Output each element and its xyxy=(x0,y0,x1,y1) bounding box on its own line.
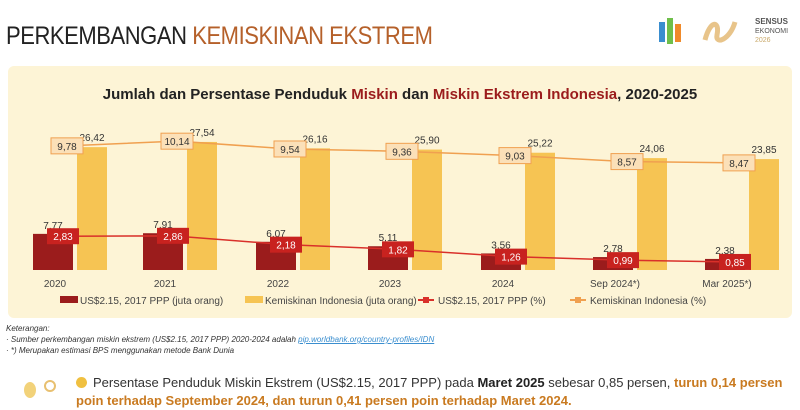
line-extreme-pct-label: 2,83 xyxy=(53,232,73,243)
line-extreme-pct-label-box xyxy=(719,253,751,270)
chart-title-part: Indonesia xyxy=(542,86,618,103)
bar-label: 27,54 xyxy=(189,128,214,139)
bar-poor-count xyxy=(637,158,667,270)
bar-label: 24,06 xyxy=(639,144,664,155)
line-extreme-pct-label-box xyxy=(382,241,414,258)
bar-label: 7,91 xyxy=(153,220,173,231)
legend-swatch xyxy=(60,296,78,303)
summary-part: Persentase Penduduk Miskin Ekstrem (US$2… xyxy=(93,375,478,390)
page-title: PERKEMBANGAN KEMISKINAN EKSTREM xyxy=(6,22,433,51)
bar-label: 2,78 xyxy=(603,244,623,255)
bar-poor-count xyxy=(749,159,779,270)
line-poor-pct-label-box xyxy=(273,140,307,158)
bar-label: 6,07 xyxy=(266,229,286,240)
note-1-text: Sumber perkembangan miskin ekstrem (US$2… xyxy=(10,335,299,344)
chart-title-part: Miskin Ekstrem xyxy=(432,86,543,103)
line-poor-pct-label-box xyxy=(498,147,532,165)
line-poor-pct-label: 9,36 xyxy=(392,147,412,158)
source-link[interactable]: pip.worldbank.org/country-profiles/IDN xyxy=(298,335,435,344)
x-tick-label: 2022 xyxy=(267,279,290,290)
chart-title-part: dan xyxy=(397,86,433,103)
line-extreme-pct-label-box xyxy=(495,248,527,265)
line-extreme-pct-label-box xyxy=(47,228,79,245)
legend-marker xyxy=(423,297,429,303)
line-poor-pct-label-box xyxy=(610,153,644,171)
line-extreme-pct-label-box xyxy=(607,252,639,269)
line-extreme-pct-label-box xyxy=(157,227,189,244)
legend-swatch xyxy=(245,296,263,303)
bar-label: 25,22 xyxy=(527,139,552,150)
summary-part: sebesar 0,85 persen, xyxy=(544,375,675,390)
bar-label: 25,90 xyxy=(414,136,439,147)
line-poor-pct-label-box xyxy=(160,132,194,150)
chart-title-part: Miskin xyxy=(351,86,398,103)
legend-label: Kemiskinan Indonesia (%) xyxy=(590,296,706,307)
chart-title-part: , 2020-2025 xyxy=(617,86,698,103)
x-tick-label: 2024 xyxy=(492,279,515,290)
x-tick-label: Mar 2025*) xyxy=(702,279,751,290)
line-extreme-pct-label: 2,86 xyxy=(163,232,183,243)
line-poor-pct-label: 8,57 xyxy=(617,158,637,169)
bar-label: 3,56 xyxy=(491,240,511,251)
x-tick-label: Sep 2024*) xyxy=(590,279,640,290)
chart-title: Jumlah dan Persentase Penduduk Miskin da… xyxy=(0,86,800,103)
line-extreme-pct-label-box xyxy=(270,236,302,253)
bar-label: 26,42 xyxy=(79,133,104,144)
bar-label: 2,38 xyxy=(715,246,735,257)
sensus-ekonomi-logo: SENSUS EKONOMI 2026 xyxy=(659,17,789,44)
x-tick-label: 2021 xyxy=(154,279,177,290)
summary-part: Maret 2025 xyxy=(477,375,545,390)
legend-label: Kemiskinan Indonesia (juta orang) xyxy=(265,296,417,307)
line-poor-pct-label: 8,47 xyxy=(729,159,749,170)
bullet-icon xyxy=(76,377,87,388)
line-poor-pct-label: 9,54 xyxy=(280,145,300,156)
line-poor-pct-label: 9,78 xyxy=(57,142,77,153)
notes-heading: Keterangan: xyxy=(6,324,50,333)
note-2-text: *) Merupakan estimasi BPS menggunakan me… xyxy=(10,346,235,355)
bar-poor-count xyxy=(525,152,555,270)
line-poor-pct-label-box xyxy=(722,154,756,172)
note-1: · Sumber perkembangan miskin ekstrem (US… xyxy=(6,335,435,344)
svg-text:2026: 2026 xyxy=(755,37,771,44)
bar-label: 23,85 xyxy=(751,145,776,156)
bar-label: 26,16 xyxy=(302,134,327,145)
svg-text:SENSUS: SENSUS xyxy=(755,17,789,26)
legend-label: US$2.15, 2017 PPP (juta orang) xyxy=(80,296,223,307)
bar-label: 7,77 xyxy=(43,221,63,232)
line-extreme-pct-label: 1,82 xyxy=(388,245,408,256)
line-extreme-pct-label: 1,26 xyxy=(501,253,521,264)
line-poor-pct-label: 9,03 xyxy=(505,152,525,163)
x-tick-label: 2023 xyxy=(379,279,402,290)
legend-label: US$2.15, 2017 PPP (%) xyxy=(438,296,546,307)
bar-label: 5,11 xyxy=(379,233,398,244)
line-poor-pct-label-box xyxy=(50,137,84,155)
line-extreme-pct-label: 0,85 xyxy=(725,258,745,269)
chart-svg: 7,77 26,42 2020 7,91 27,54 2021 6,07 26,16 2022 5… xyxy=(33,128,779,307)
bar-poor-count xyxy=(187,141,217,270)
chart-title-part: Jumlah dan Persentase Penduduk xyxy=(102,86,352,103)
decoration-icon xyxy=(24,380,56,398)
legend-marker xyxy=(575,297,581,303)
title-text: PERKEMBANGAN xyxy=(6,22,193,50)
line-poor-pct-label-box xyxy=(385,142,419,160)
bar-poor-count xyxy=(77,147,107,270)
summary-text: Persentase Penduduk Miskin Ekstrem (US$2… xyxy=(76,374,796,410)
line-extreme-pct-label: 0,99 xyxy=(613,256,633,267)
line-poor-pct-label: 10,14 xyxy=(164,137,189,148)
bar-poor-count xyxy=(300,148,330,270)
line-extreme-pct-label: 2,18 xyxy=(276,241,296,252)
title-accent: KEMISKINAN EKSTREM xyxy=(192,22,433,50)
notes: Keterangan: · Sumber perkembangan miskin… xyxy=(6,323,434,356)
svg-text:EKONOMI: EKONOMI xyxy=(755,28,788,35)
note-2: · *) Merupakan estimasi BPS menggunakan … xyxy=(6,346,235,355)
x-tick-label: 2020 xyxy=(44,279,67,290)
